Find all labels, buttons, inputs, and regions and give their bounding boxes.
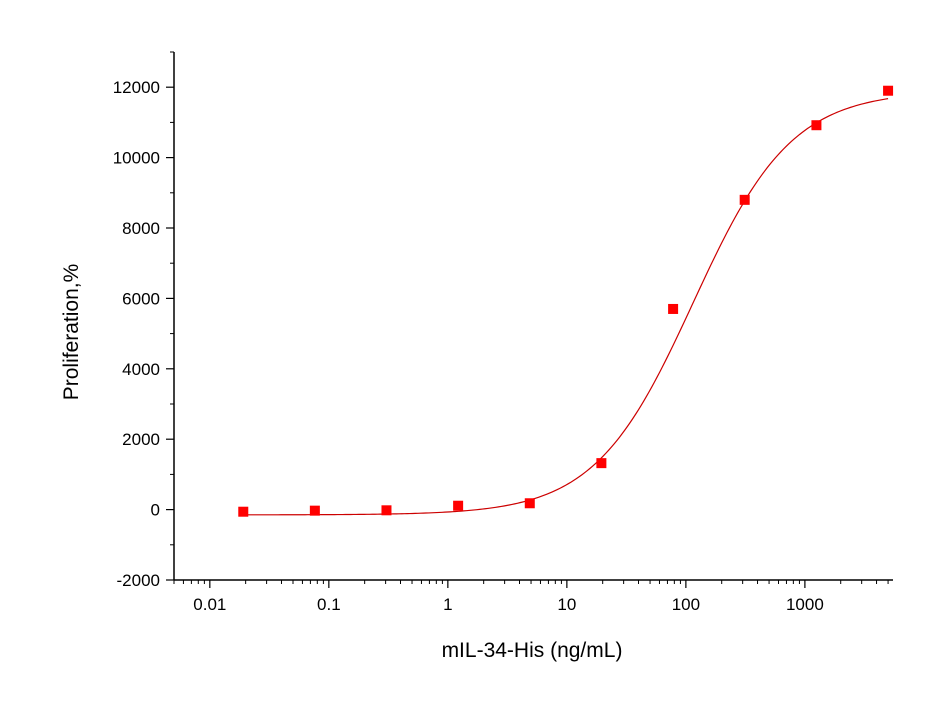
y-tick-label: 2000: [122, 430, 160, 449]
fit-curve: [243, 98, 889, 516]
data-point: [811, 120, 822, 131]
y-tick-label: 4000: [122, 360, 160, 379]
data-point: [596, 458, 607, 469]
x-tick-label: 0.1: [317, 595, 341, 614]
data-point: [453, 500, 464, 511]
x-tick-label: 10: [557, 595, 576, 614]
fit-curve-layer: [243, 98, 889, 516]
y-tick-label: 12000: [113, 78, 160, 97]
data-point: [668, 303, 679, 314]
y-tick-label: 8000: [122, 219, 160, 238]
data-point: [883, 85, 894, 96]
x-axis-title: mIL-34-His (ng/mL): [442, 639, 623, 662]
x-tick-label: 0.01: [193, 595, 226, 614]
x-tick-label: 1: [443, 595, 452, 614]
y-tick-label: 10000: [113, 149, 160, 168]
x-tick-label: 1000: [786, 595, 824, 614]
x-tick-label: 100: [672, 595, 700, 614]
data-point: [524, 498, 535, 509]
y-tick-label: 6000: [122, 289, 160, 308]
y-axis-title: Proliferation,%: [60, 264, 83, 401]
axes: -2000 0 2000 4000 6000 8000 10000 12000 0.01 0.1 1…: [113, 51, 893, 614]
y-tick-label: -2000: [117, 571, 160, 590]
data-point: [238, 506, 249, 517]
y-tick-label: 0: [151, 501, 160, 520]
data-point: [381, 505, 392, 516]
data-point: [309, 505, 320, 516]
data-point: [739, 194, 750, 205]
data-points: [238, 85, 894, 517]
